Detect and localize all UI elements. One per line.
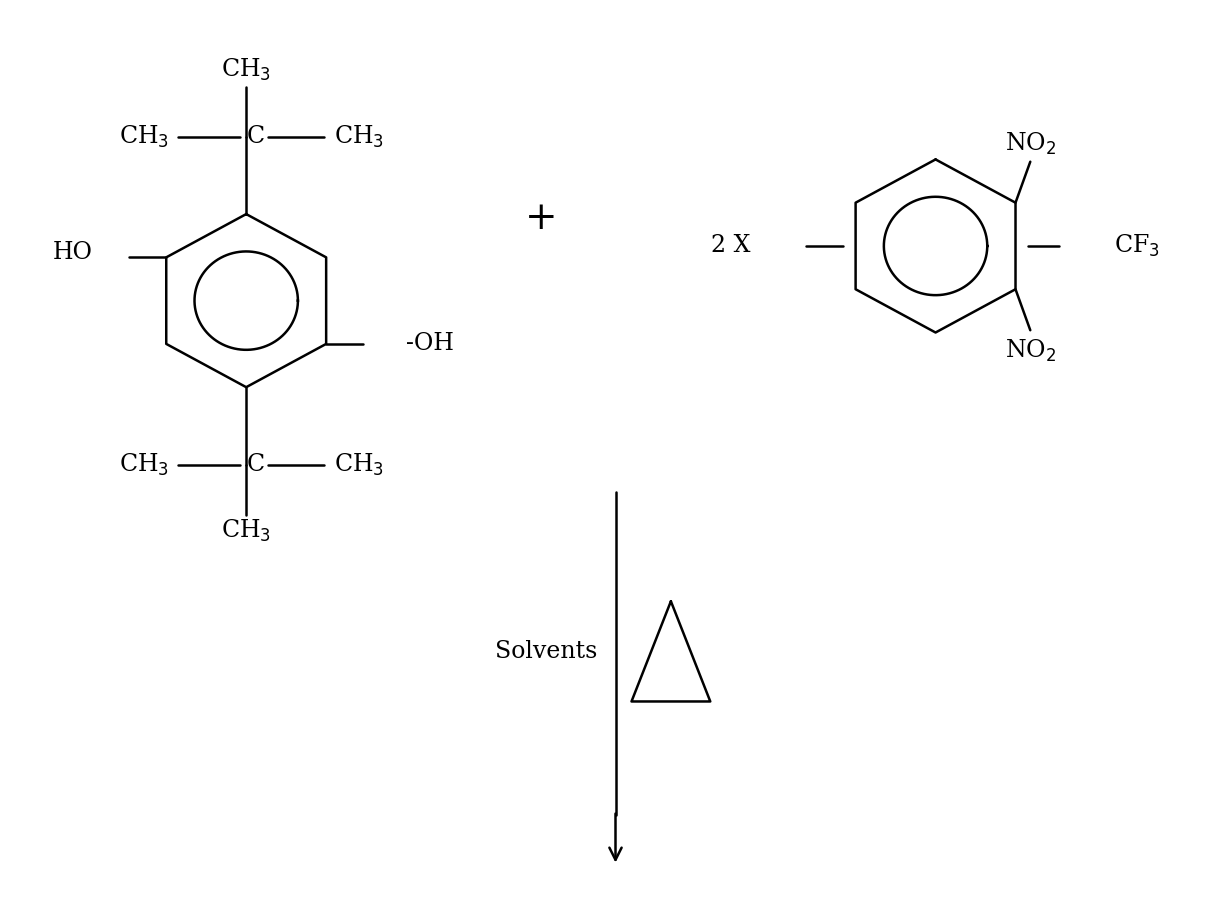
Text: CH$_3$: CH$_3$ bbox=[335, 124, 384, 149]
Text: CH$_3$: CH$_3$ bbox=[222, 57, 271, 83]
Text: CH$_3$: CH$_3$ bbox=[222, 518, 271, 544]
Text: CF$_3$: CF$_3$ bbox=[1114, 233, 1160, 259]
Text: -​OH: -​OH bbox=[406, 333, 454, 355]
Text: CH$_3$: CH$_3$ bbox=[119, 124, 169, 149]
Text: CH$_3$: CH$_3$ bbox=[119, 452, 169, 477]
Text: HO: HO bbox=[53, 241, 92, 264]
Text: +: + bbox=[526, 200, 558, 237]
Text: C: C bbox=[247, 125, 265, 148]
Text: NO$_2$: NO$_2$ bbox=[1004, 338, 1056, 364]
Text: 2 X: 2 X bbox=[712, 234, 751, 258]
Text: NO$_2$: NO$_2$ bbox=[1004, 130, 1056, 157]
Text: C: C bbox=[247, 453, 265, 476]
Text: CH$_3$: CH$_3$ bbox=[335, 452, 384, 477]
Text: Solvents: Solvents bbox=[495, 640, 597, 663]
